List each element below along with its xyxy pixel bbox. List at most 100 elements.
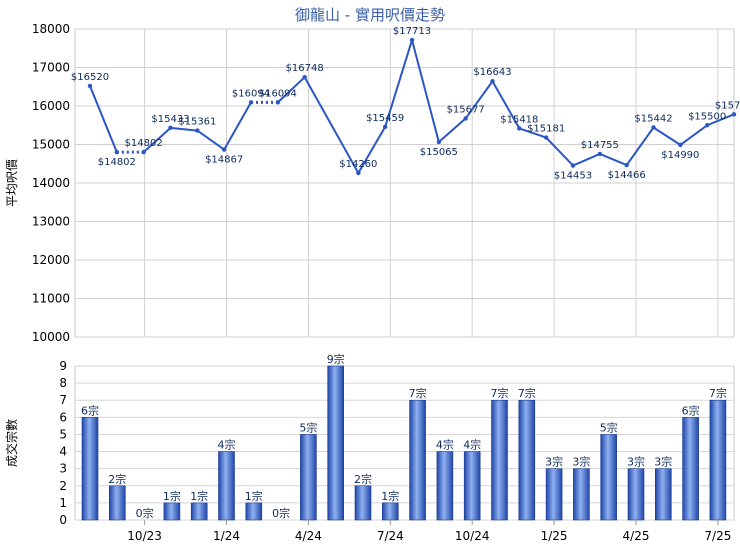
bar-ytick-label: 9: [59, 359, 67, 373]
bar-ytick-label: 5: [59, 427, 67, 441]
bar: [573, 468, 590, 521]
line-point: [543, 135, 549, 140]
bar-value-label: 7宗: [518, 386, 536, 400]
bar: [654, 468, 672, 521]
line-point: [302, 75, 307, 80]
line-ytick-label: 16000: [32, 99, 70, 113]
bar-value-label: 7宗: [409, 386, 427, 400]
line-point-label: $17713: [393, 26, 431, 37]
bar-ytick-label: 3: [59, 462, 67, 476]
bar: [627, 468, 645, 521]
bar: [545, 468, 563, 521]
bar: [491, 399, 508, 521]
bar-value-label: 3宗: [545, 455, 563, 469]
line-point-label: $15433: [151, 114, 189, 125]
line-point-label: $16748: [286, 63, 324, 74]
line-point: [517, 126, 522, 131]
bar: [245, 502, 263, 521]
line-point: [597, 151, 603, 157]
line-series-segment: [625, 126, 655, 166]
line-series-segment: [384, 39, 413, 128]
bar-ytick-label: 2: [59, 479, 67, 493]
bar-value-label: 3宗: [654, 455, 672, 469]
line-series-segment: [599, 153, 628, 166]
bar: [409, 399, 426, 521]
line-point: [678, 142, 683, 148]
bar-value-label: 1宗: [245, 489, 263, 503]
line-point: [221, 147, 227, 152]
bar-value-label: 2宗: [354, 472, 372, 486]
line-series-segment: [572, 153, 601, 167]
line-point: [141, 149, 146, 155]
line-series-segment: [170, 126, 198, 132]
bar: [163, 502, 181, 521]
line-series-segment: [277, 76, 306, 104]
line-ytick-label: 12000: [32, 253, 70, 267]
line-point-label: $15459: [366, 113, 404, 124]
line-series-segment: [89, 85, 118, 153]
bar-xtick-label: 4/24: [295, 529, 322, 543]
bar-value-label: 4宗: [218, 438, 236, 452]
bar-xtick-label: 10/23: [127, 529, 162, 543]
bar: [463, 451, 481, 521]
bar-xtick-label: 10/24: [455, 529, 490, 543]
line-point-label: $16094: [259, 88, 297, 99]
line-point: [87, 83, 93, 89]
bar: [381, 502, 399, 521]
bar-value-label: 3宗: [627, 455, 645, 469]
line-point: [570, 163, 576, 168]
line-point-label: $14755: [581, 140, 619, 151]
line-ylabel: 平均呎價: [5, 159, 19, 207]
bar-value-label: 3宗: [572, 455, 590, 469]
line-point: [195, 128, 200, 133]
bar-ylabel: 成交宗數: [4, 419, 19, 467]
bar-xtick-label: 1/24: [213, 529, 240, 543]
line-point-label: $14453: [554, 171, 592, 182]
line-point: [731, 112, 737, 117]
bar-value-label: 5宗: [600, 420, 618, 434]
bar-xtick-label: 7/25: [704, 529, 731, 543]
line-point: [356, 170, 361, 176]
line-series-segment: [142, 127, 172, 153]
line-point-label: $15784: [715, 100, 740, 111]
line-ytick-label: 15000: [32, 138, 70, 152]
bar: [109, 485, 126, 521]
bar-value-label: 1宗: [163, 489, 181, 503]
line-point-label: $16643: [473, 67, 511, 78]
bar: [81, 417, 99, 521]
bar-value-label: 9宗: [327, 352, 345, 366]
bar-value-label: 0宗: [136, 506, 154, 520]
bar-ytick-label: 0: [59, 513, 67, 527]
bar: [436, 451, 454, 521]
line-point: [382, 124, 388, 130]
line-series-segment: [545, 136, 574, 167]
line-point: [114, 149, 120, 155]
bar: [682, 417, 699, 521]
line-ytick-label: 17000: [32, 61, 70, 75]
bar-value-label: 0宗: [272, 506, 290, 520]
line-point: [409, 37, 415, 43]
line-series-segment: [438, 117, 467, 143]
line-point-label: $14466: [608, 170, 646, 181]
bar: [327, 365, 345, 521]
line-point: [168, 125, 173, 131]
bar-value-label: 1宗: [190, 489, 208, 503]
line-series-segment: [491, 80, 521, 129]
line-series-segment: [706, 113, 735, 127]
bar-value-label: 5宗: [299, 420, 317, 434]
bar-ytick-label: 1: [59, 496, 67, 510]
line-point-label: $15500: [688, 111, 726, 122]
bar-value-label: 6宗: [81, 403, 99, 417]
line-point-label: $15361: [178, 117, 216, 128]
line-point-label: $16094: [232, 88, 270, 99]
bar-value-label: 1宗: [381, 489, 399, 503]
bar: [518, 399, 536, 521]
bar-value-label: 7宗: [709, 386, 727, 400]
line-point: [436, 139, 442, 145]
bar-xtick-label: 1/25: [541, 529, 568, 543]
line-point: [704, 123, 710, 128]
bar-xtick-label: 7/24: [377, 529, 404, 543]
bar: [218, 451, 235, 521]
